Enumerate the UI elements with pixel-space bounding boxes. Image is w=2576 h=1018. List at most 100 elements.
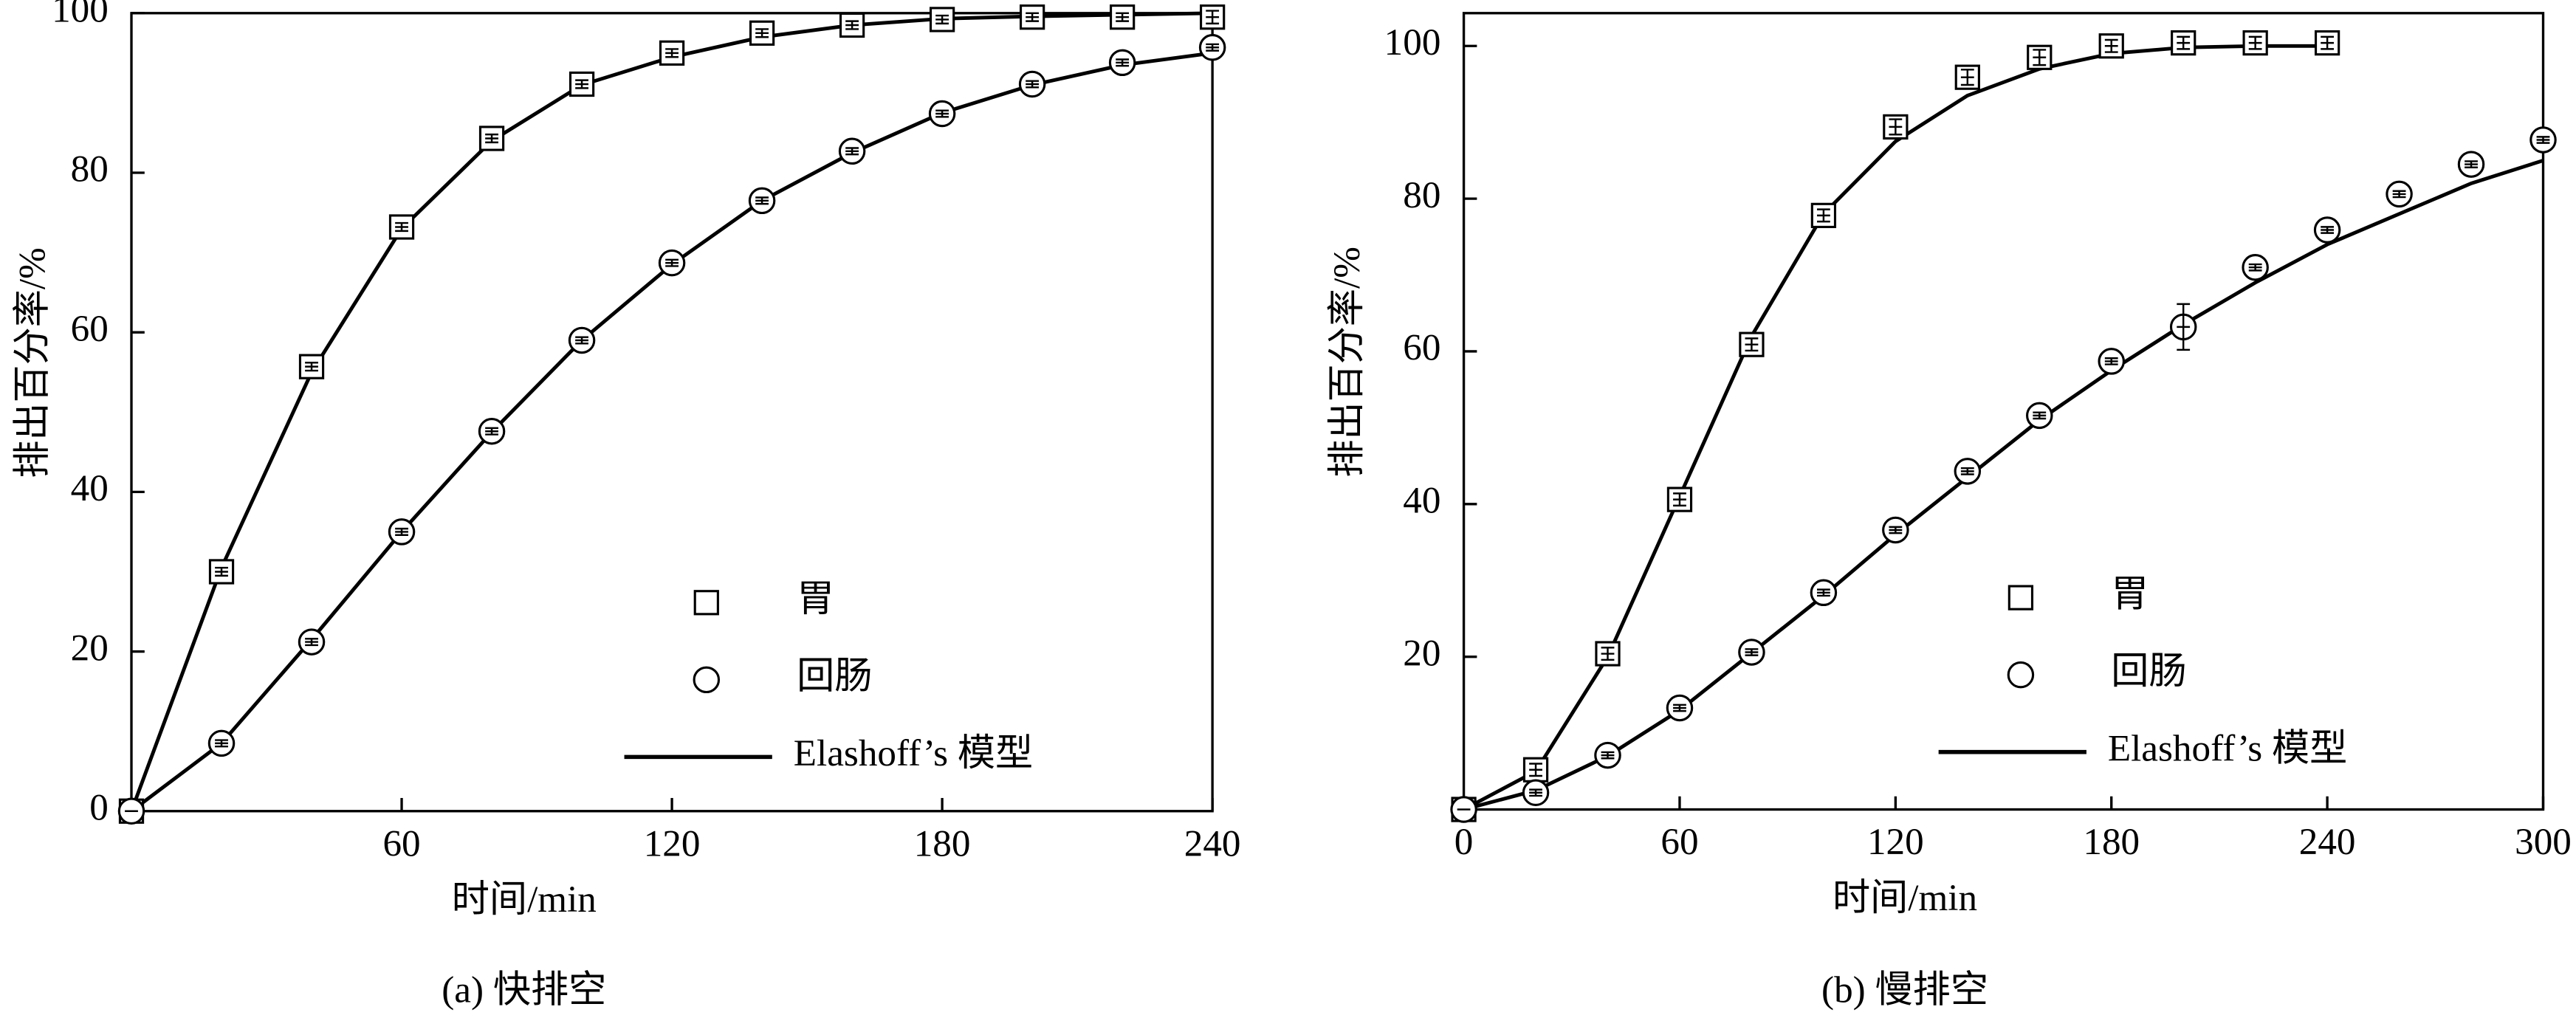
error-bar [575,336,588,345]
chart-caption: (b) 慢排空 [1821,969,1988,1011]
error-bar [1673,492,1686,507]
error-bar [1745,337,1759,352]
y-tick-label: 40 [1403,480,1440,522]
x-tick-label: 300 [2515,821,2572,863]
y-tick-label: 60 [1403,327,1440,369]
error-bar [305,362,318,372]
y-tick-label: 20 [71,627,109,669]
x-tick-label: 120 [644,822,701,864]
chart-caption: (a) 快排空 [442,969,606,1011]
y-axis-label: 排出百分率/% [1326,247,1368,478]
y-tick-label: 40 [71,467,109,509]
error-bar [2104,38,2118,53]
error-bar [665,48,679,58]
square-marker [2171,30,2197,56]
error-bar [1960,467,1974,475]
error-bar [2321,35,2335,50]
square-marker [1595,641,1621,667]
error-bar [1026,80,1040,89]
error-bar [755,196,769,205]
error-bar [2465,160,2478,168]
circle-marker [693,666,721,694]
legend-label: 回肠 [797,656,872,698]
y-tick-label: 80 [1403,174,1440,216]
x-tick-label: 60 [1660,821,1698,863]
x-tick-label: 180 [2083,821,2140,863]
error-bar [305,638,318,647]
error-bar [1960,69,1974,86]
error-bar [1206,43,1220,52]
square-marker [388,214,415,240]
error-bar [2104,357,2118,365]
model-line [1463,159,2544,811]
model-line [129,11,1213,812]
x-tick-label: 240 [1184,822,1241,864]
error-bar [665,258,679,267]
y-tick-label: 20 [1403,632,1440,674]
legend-label: Elashoff’s 模型 [794,732,1034,774]
model-line [130,51,1213,813]
x-tick-label: 60 [382,822,420,864]
model-line [1463,44,2328,811]
error-bar [1026,12,1040,22]
error-bar [1816,208,1830,223]
legend-label: Elashoff’s 模型 [2108,727,2348,769]
y-tick-label: 0 [89,786,109,828]
legend-label: 胃 [2111,573,2149,615]
legend-label: 胃 [797,578,834,620]
error-bar [935,109,949,118]
y-tick-label: 100 [52,0,109,31]
plot-frame [1462,12,2545,811]
error-bar [2392,190,2406,199]
legend-label: 回肠 [2111,650,2186,692]
error-bar [2248,35,2262,50]
error-bar [1116,12,1130,22]
error-bar [935,14,949,25]
error-bar [2536,136,2550,144]
error-bar [2177,35,2191,50]
circle-marker [2007,661,2035,689]
x-tick-label: 240 [2299,821,2356,863]
error-bar [575,79,588,89]
error-bar [1673,704,1686,712]
error-bar [1889,118,1903,136]
square-marker [693,590,719,616]
x-axis-label: 时间/min [1833,877,1977,919]
x-tick-label: 120 [1867,821,1924,863]
square-marker [2007,585,2034,611]
error-bar [2177,303,2191,351]
error-bar [395,221,408,233]
square-marker [2314,30,2340,56]
square-marker [1883,114,1909,140]
error-bar [1745,648,1759,656]
error-bar [2248,263,2262,272]
error-bar [1816,588,1830,597]
error-bar [215,566,228,577]
x-tick-label: 180 [914,822,971,864]
error-bar [395,527,408,536]
y-axis-label: 排出百分率/% [12,247,54,478]
square-marker [1666,486,1693,512]
error-bar [1206,10,1220,25]
x-tick-label: 0 [1454,821,1474,863]
error-bar [755,28,769,38]
error-bar [2033,49,2047,66]
error-bar [485,427,498,436]
error-bar [1529,763,1542,777]
error-bar [845,20,859,30]
error-bar [215,739,228,748]
error-bar [485,133,498,144]
y-tick-label: 100 [1384,21,1441,63]
error-bar [2033,411,2047,420]
error-bar [2321,226,2335,234]
y-tick-label: 60 [71,308,109,350]
error-bar [1116,58,1130,67]
y-tick-label: 80 [71,148,109,190]
error-bar [1601,647,1615,661]
x-axis-label: 时间/min [452,878,597,921]
error-bar [845,147,859,156]
error-bar [1601,751,1615,760]
error-bar [1889,526,1903,534]
